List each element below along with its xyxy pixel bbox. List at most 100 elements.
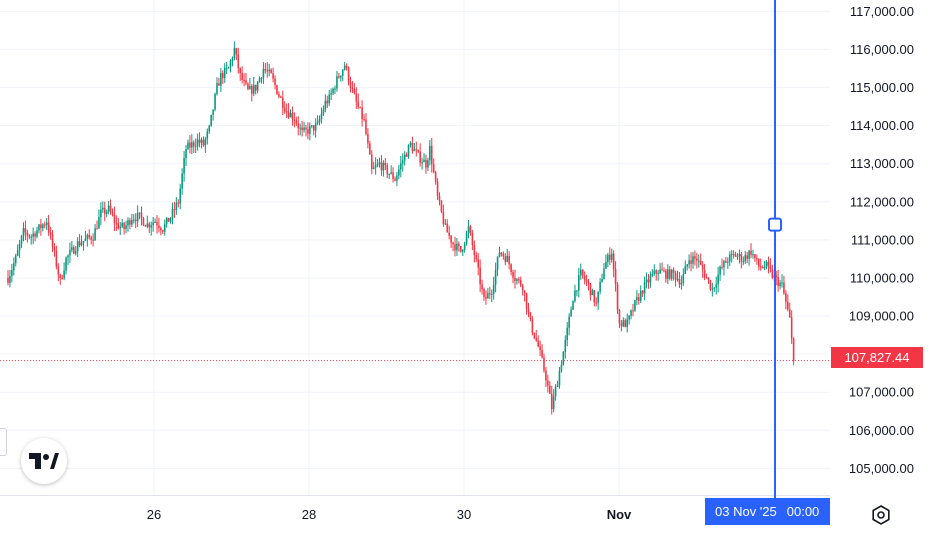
candle-down xyxy=(705,273,708,279)
candle-body xyxy=(61,278,63,280)
settings-gear-icon[interactable] xyxy=(870,504,892,526)
candle-up xyxy=(45,218,48,231)
candle-body xyxy=(403,154,406,161)
candle-down xyxy=(235,47,238,61)
candle-up xyxy=(727,257,729,269)
candle-down xyxy=(434,170,437,185)
candle-down xyxy=(192,140,195,154)
candle-body xyxy=(483,289,485,297)
candle-body xyxy=(632,310,634,312)
candle-body xyxy=(543,357,545,371)
candle-up xyxy=(165,217,168,228)
candle-body xyxy=(369,143,371,155)
candle-body xyxy=(740,254,743,262)
candle-body xyxy=(634,300,636,311)
candle-body xyxy=(310,125,313,127)
candle-up xyxy=(636,290,638,306)
candle-up xyxy=(227,66,230,69)
candle-body xyxy=(390,172,392,174)
candle-body xyxy=(674,272,677,280)
candle-up xyxy=(603,263,605,280)
candle-down xyxy=(479,259,481,293)
candle-body xyxy=(291,112,294,120)
candle-up xyxy=(187,139,189,150)
candle-body xyxy=(357,101,360,107)
candle-down xyxy=(783,275,785,295)
candle-down xyxy=(620,319,623,332)
candle-down xyxy=(775,270,777,286)
candle-down xyxy=(734,251,737,257)
candle-body xyxy=(378,162,381,164)
candle-body xyxy=(245,80,247,84)
candle-body xyxy=(709,280,712,290)
candle-body xyxy=(539,346,541,350)
candle-body xyxy=(305,127,307,130)
candle-body xyxy=(183,158,185,174)
candle-body xyxy=(680,283,683,285)
candle-up xyxy=(22,222,25,242)
candle-body xyxy=(113,214,116,223)
candle-down xyxy=(96,220,98,230)
candle-body xyxy=(384,162,387,166)
candle-down xyxy=(581,269,584,279)
candle-body xyxy=(574,290,576,302)
tradingview-logo-icon[interactable] xyxy=(21,438,67,484)
candle-body xyxy=(612,253,615,270)
candle-body xyxy=(150,225,152,228)
candle-down xyxy=(549,381,551,394)
candle-body xyxy=(477,259,480,268)
candle-body xyxy=(264,68,267,71)
candle-down xyxy=(266,62,269,78)
candle-down xyxy=(674,270,677,287)
crosshair-handle[interactable] xyxy=(768,217,782,232)
candle-body xyxy=(152,222,154,226)
candle-body xyxy=(409,143,412,146)
candle-body xyxy=(578,275,580,291)
time-axis[interactable]: 26 28 30 Nov xyxy=(147,507,632,522)
candle-body xyxy=(307,129,309,134)
candle-down xyxy=(740,252,743,269)
candle-body xyxy=(667,269,669,279)
price-axis[interactable]: 105,000.00106,000.00107,000.00108,000.00… xyxy=(849,4,914,476)
candle-body xyxy=(71,247,73,251)
candle-body xyxy=(345,65,348,69)
candle-down xyxy=(701,261,704,278)
candle-up xyxy=(697,254,700,268)
candle-body xyxy=(233,48,236,59)
candle-body xyxy=(163,224,166,232)
candle-down xyxy=(438,192,441,206)
candle-up xyxy=(220,68,222,92)
candle-body xyxy=(690,260,692,264)
price-tick-label: 112,000.00 xyxy=(850,194,914,209)
candle-body xyxy=(725,261,727,263)
candle-up xyxy=(340,75,342,82)
candle-body xyxy=(80,243,83,246)
candle-body xyxy=(429,145,431,161)
candle-body xyxy=(492,284,495,295)
candle-up xyxy=(558,366,561,389)
candle-body xyxy=(750,250,752,255)
candle-body xyxy=(98,217,100,229)
candle-body xyxy=(423,159,425,163)
candle-body xyxy=(225,67,228,69)
candle-up xyxy=(744,251,747,264)
candle-body xyxy=(775,275,777,278)
candle-body xyxy=(692,256,694,264)
candle-down xyxy=(694,250,696,266)
candle-body xyxy=(436,181,439,197)
candle-up xyxy=(343,61,346,71)
left-panel-handle[interactable] xyxy=(0,428,7,456)
price-tick-label: 111,000.00 xyxy=(851,232,914,247)
candle-up xyxy=(80,235,83,247)
candle-body xyxy=(589,283,592,296)
candle-up xyxy=(171,202,174,225)
candle-down xyxy=(405,152,408,157)
candle-down xyxy=(525,292,528,315)
candle-body xyxy=(247,83,249,90)
candle-body xyxy=(276,85,278,95)
candle-body xyxy=(490,294,493,296)
candle-up xyxy=(576,290,578,297)
candle-down xyxy=(326,95,329,108)
candle-body xyxy=(485,296,487,299)
